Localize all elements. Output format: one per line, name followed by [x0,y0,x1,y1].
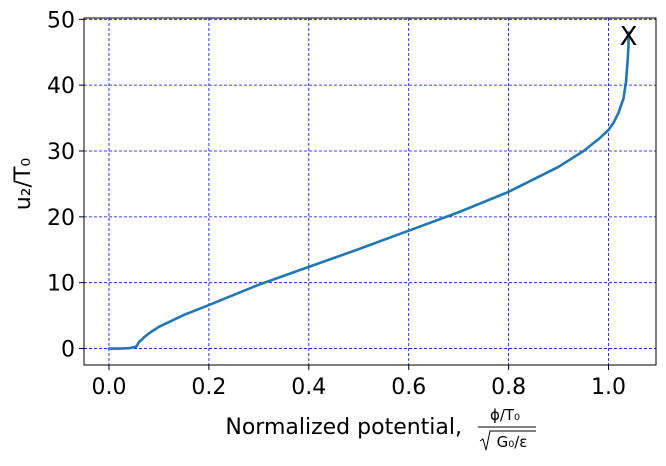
grid-lines [84,18,656,365]
x-tick-label: 0.8 [491,375,526,400]
y-tick-label: 0 [61,338,75,363]
y-tick-label: 40 [47,74,75,99]
series-line [107,31,630,350]
sqrt-sign [479,430,536,451]
x-tick-label: 0.6 [391,375,426,400]
x-axis-label-fraction: ϕ/T₀ G₀/ε [478,406,536,451]
y-tick-label: 20 [47,206,75,231]
plot-frame [83,17,657,366]
y-tick-label: 10 [47,272,75,297]
fraction-numerator: ϕ/T₀ [490,406,520,424]
x-tick-label: 1.0 [591,375,626,400]
annotations: X [620,22,638,52]
y-axis-ticks: 0 10 20 30 40 50 [47,8,84,363]
annotation-label: X [620,22,638,52]
x-tick-label: 0.2 [191,375,226,400]
y-tick-label: 50 [47,8,75,33]
series-group [107,31,630,350]
y-axis-label: u₂/T₀ [11,158,36,211]
fraction-denominator: G₀/ε [497,433,528,451]
x-tick-label: 0.4 [291,375,326,400]
x-axis-ticks: 0.0 0.2 0.4 0.6 0.8 1.0 [91,365,626,400]
x-tick-label: 0.0 [91,375,126,400]
x-axis-label: Normalized potential, [225,415,462,440]
y-tick-label: 30 [47,140,75,165]
